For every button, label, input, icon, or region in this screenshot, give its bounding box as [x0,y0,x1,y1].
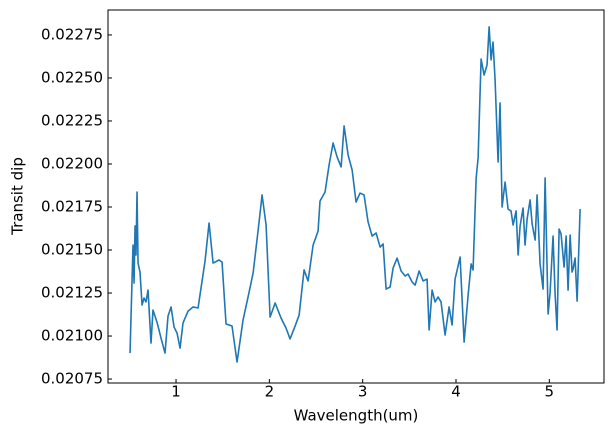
y-tick-label: 0.02150 [41,241,103,259]
plot-frame [107,9,605,384]
y-tick-label: 0.02275 [41,25,103,43]
x-tick-label: 2 [265,383,275,401]
y-tick-label: 0.02100 [41,327,103,345]
y-tick-label: 0.02075 [41,370,103,388]
y-tick-label: 0.02200 [41,154,103,172]
y-tick-label: 0.02225 [41,111,103,129]
x-axis-title: Wavelength(um) [294,407,419,425]
x-tick-label: 3 [358,383,368,401]
x-tick-label: 5 [545,383,555,401]
y-tick-label: 0.02175 [41,197,103,215]
y-tick-label: 0.02250 [41,68,103,86]
x-tick-label: 1 [171,383,181,401]
y-axis-title: Transit dip [9,157,27,236]
data-line [129,26,581,363]
x-tick-label: 4 [451,383,461,401]
y-tick-label: 0.02125 [41,284,103,302]
